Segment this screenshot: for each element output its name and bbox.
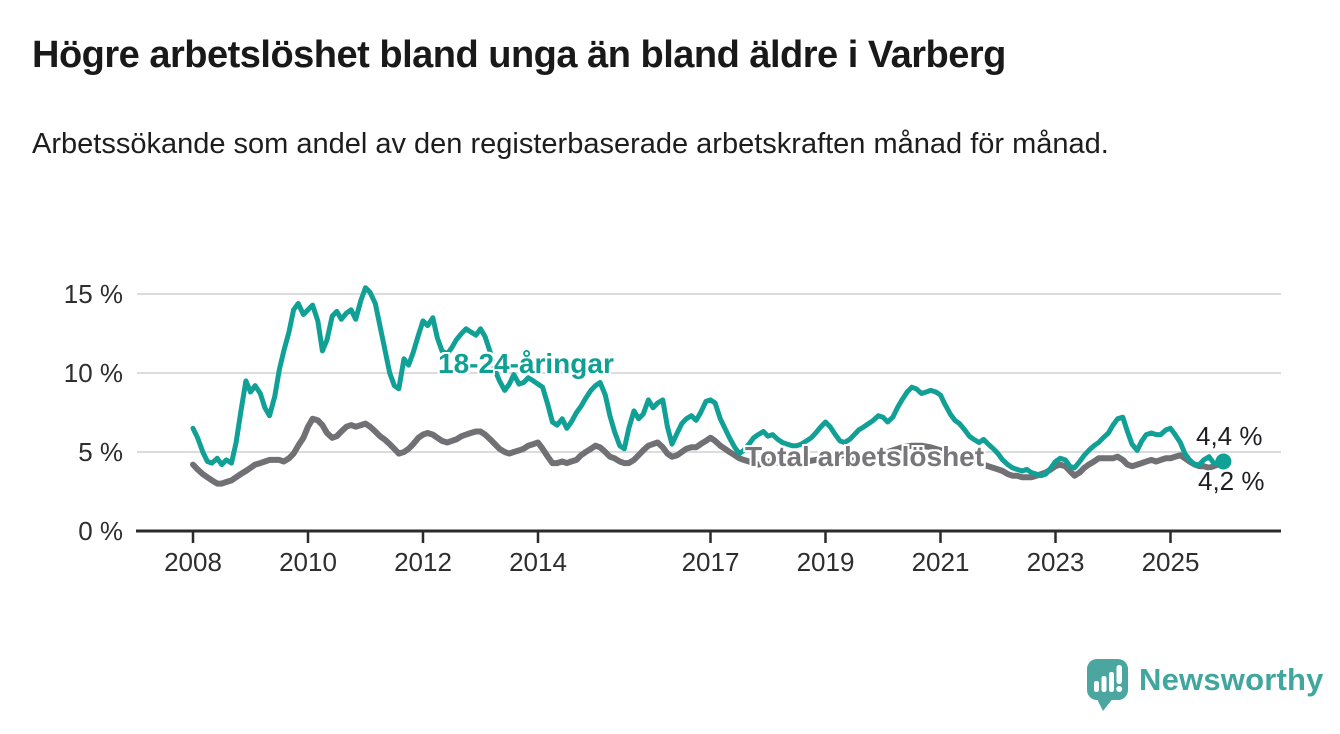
- y-tick-label: 10 %: [64, 358, 123, 388]
- x-tick-label: 2008: [164, 547, 222, 577]
- series-line-1: [190, 415, 1227, 487]
- x-tick-label: 2019: [797, 547, 855, 577]
- x-tick-label: 2017: [682, 547, 740, 577]
- x-tick-label: 2025: [1142, 547, 1200, 577]
- series-label-young: 18-24-åringar: [438, 348, 614, 379]
- series-end-dot-0: [1215, 453, 1232, 470]
- y-tick-label: 5 %: [78, 437, 123, 467]
- newsworthy-logo: Newsworthy: [1086, 656, 1323, 714]
- y-tick-label: 15 %: [64, 279, 123, 309]
- series-line-0: [190, 285, 1226, 479]
- end-value-label-young: 4,4 %: [1196, 421, 1263, 451]
- series-label-total: Total arbetslöshet: [745, 441, 985, 472]
- y-tick-label: 0 %: [78, 516, 123, 546]
- end-value-label-total: 4,2 %: [1198, 466, 1265, 496]
- x-tick-label: 2023: [1027, 547, 1085, 577]
- x-tick-label: 2012: [394, 547, 452, 577]
- x-tick-label: 2010: [279, 547, 337, 577]
- brand-wordmark: Newsworthy: [1139, 662, 1324, 697]
- x-tick-label: 2014: [509, 547, 567, 577]
- page-title: Högre arbetslöshet bland unga än bland ä…: [32, 34, 1006, 76]
- newsworthy-speech-bubble-bar-chart-icon: [1087, 659, 1128, 711]
- page-subtitle: Arbetssökande som andel av den registerb…: [32, 128, 1109, 160]
- x-tick-label: 2021: [912, 547, 970, 577]
